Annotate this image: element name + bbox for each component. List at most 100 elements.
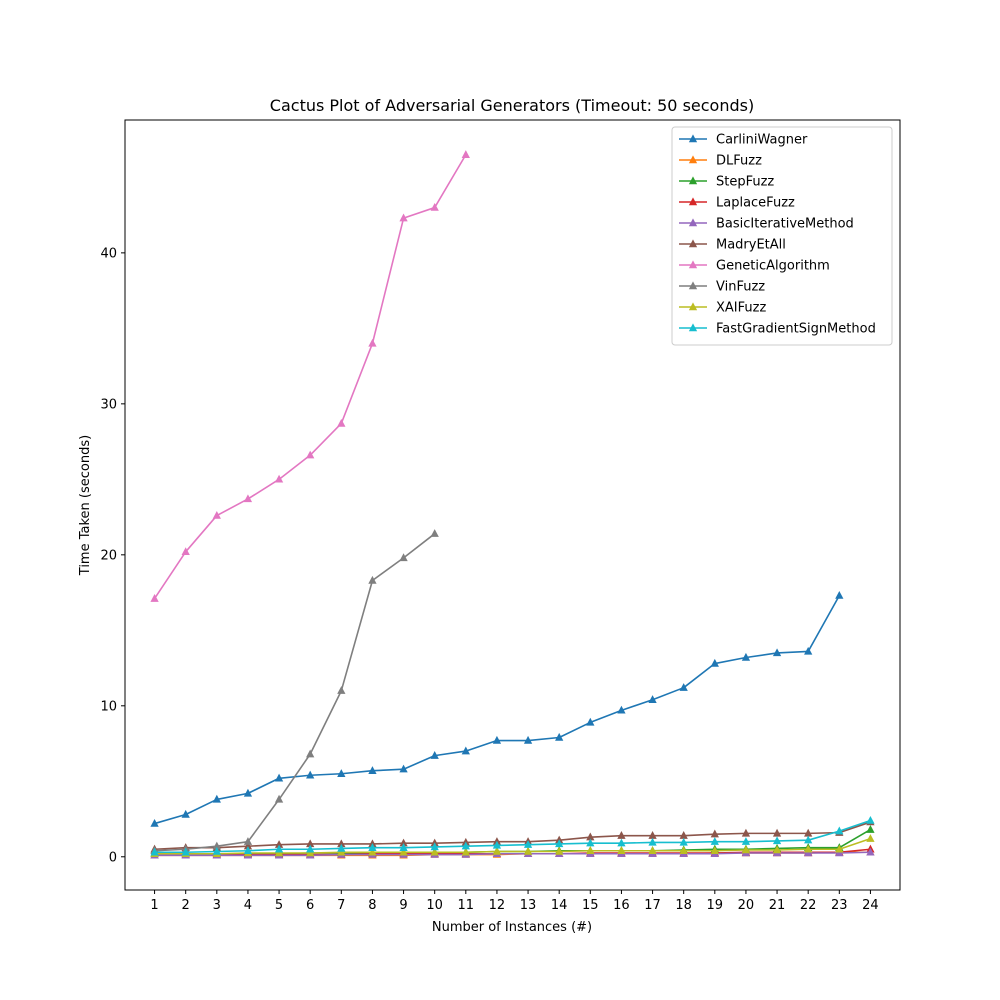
legend-item-basiciterativemethod: BasicIterativeMethod <box>679 217 854 232</box>
data-point-geneticalgorithm <box>243 494 253 503</box>
data-point-xaifuzz <box>492 846 502 855</box>
x-tick-label: 5 <box>275 898 283 913</box>
legend: CarliniWagner DLFuzz StepFuzz LaplaceFuzz Ba… <box>671 126 893 346</box>
legend-swatch-marker <box>688 134 698 143</box>
data-point-madryetall <box>306 839 315 848</box>
data-point-xaifuzz <box>679 846 688 854</box>
data-point-geneticalgorithm <box>461 150 470 158</box>
data-point-fastgradientsignmethod <box>710 837 719 845</box>
y-tick-label: 20 <box>100 548 117 563</box>
data-point-carliniwagner <box>337 769 346 777</box>
x-tick-label: 2 <box>182 898 190 913</box>
plot-frame <box>124 119 901 891</box>
data-point-madryetall <box>772 828 782 837</box>
legend-item-stepfuzz: StepFuzz <box>679 175 774 190</box>
series-line-fastgradientsignmethod <box>154 819 871 854</box>
x-tick-label: 3 <box>213 898 221 913</box>
legend-label: MadryEtAll <box>716 238 786 253</box>
data-point-xaifuzz <box>399 847 408 856</box>
data-point-geneticalgorithm <box>212 510 221 519</box>
data-point-vinfuzz <box>274 794 284 803</box>
x-tick-label: 19 <box>707 898 724 913</box>
x-tick-label: 10 <box>426 898 443 913</box>
x-tick-label: 14 <box>551 898 568 913</box>
data-point-madryetall <box>399 838 408 847</box>
data-point-carliniwagner <box>306 770 315 779</box>
data-point-madryetall <box>679 831 688 839</box>
legend-swatch-marker <box>688 302 698 311</box>
data-point-carliniwagner <box>181 809 190 818</box>
x-tick-label: 11 <box>458 898 475 913</box>
series-line-vinfuzz <box>154 533 436 852</box>
data-point-vinfuzz <box>399 553 408 562</box>
data-point-carliniwagner <box>243 788 253 797</box>
data-point-carliniwagner <box>648 695 657 703</box>
legend-box <box>671 126 893 346</box>
data-point-geneticalgorithm <box>337 418 346 427</box>
data-point-vinfuzz <box>212 841 221 850</box>
data-point-xaifuzz <box>461 847 470 856</box>
data-point-carliniwagner <box>212 794 221 803</box>
legend-item-fastgradientsignmethod: FastGradientSignMethod <box>679 322 876 337</box>
legend-swatch-marker <box>688 281 698 290</box>
data-point-geneticalgorithm <box>306 450 315 459</box>
data-point-fastgradientsignmethod <box>492 840 502 849</box>
series-madryetall <box>150 817 875 853</box>
data-point-madryetall <box>741 828 751 837</box>
legend-item-madryetall: MadryEtAll <box>679 238 786 253</box>
data-point-geneticalgorithm <box>274 474 284 483</box>
data-point-xaifuzz <box>555 846 564 855</box>
data-point-vinfuzz <box>337 686 346 694</box>
series-line-basiciterativemethod <box>154 851 871 857</box>
legend-swatch-marker <box>688 176 698 185</box>
series-geneticalgorithm <box>150 150 470 602</box>
legend-item-geneticalgorithm: GeneticAlgorithm <box>679 259 830 274</box>
legend-label: XAIFuzz <box>716 301 766 316</box>
data-point-vinfuzz <box>243 837 253 845</box>
legend-swatch-marker <box>688 260 698 269</box>
data-point-fastgradientsignmethod <box>274 844 284 853</box>
data-point-xaifuzz <box>804 844 813 853</box>
series-line-xaifuzz <box>154 837 871 855</box>
x-tick-label: 17 <box>644 898 661 913</box>
x-tick-label: 12 <box>489 898 506 913</box>
data-point-fastgradientsignmethod <box>866 815 875 824</box>
legend-item-carliniwagner: CarliniWagner <box>679 133 808 148</box>
y-axis-label: Time Taken (seconds) <box>78 435 93 576</box>
data-point-xaifuzz <box>772 845 782 854</box>
data-point-fastgradientsignmethod <box>243 846 253 854</box>
x-tick-label: 13 <box>520 898 537 913</box>
x-tick-label: 20 <box>738 898 755 913</box>
data-point-geneticalgorithm <box>150 594 159 602</box>
data-point-fastgradientsignmethod <box>555 839 564 848</box>
data-point-fastgradientsignmethod <box>212 846 221 855</box>
plot-lines <box>150 150 875 859</box>
data-point-carliniwagner <box>555 732 564 741</box>
series-carliniwagner <box>150 590 844 827</box>
y-axis-ticks: 0 10 20 30 40 <box>100 246 125 865</box>
data-point-fastgradientsignmethod <box>181 847 190 856</box>
data-point-fastgradientsignmethod <box>430 842 439 851</box>
x-tick-label: 9 <box>399 898 407 913</box>
legend-swatch-marker <box>688 155 698 164</box>
data-point-fastgradientsignmethod <box>617 838 626 847</box>
data-point-carliniwagner <box>679 683 688 691</box>
data-point-madryetall <box>243 841 253 850</box>
data-point-geneticalgorithm <box>399 213 408 222</box>
data-point-fastgradientsignmethod <box>337 843 346 852</box>
data-point-carliniwagner <box>430 751 439 759</box>
data-point-fastgradientsignmethod <box>586 838 595 847</box>
data-point-vinfuzz <box>368 575 377 584</box>
legend-label: LaplaceFuzz <box>716 196 795 211</box>
data-point-xaifuzz <box>368 847 377 856</box>
x-axis-ticks: 1 2 3 4 5 6 7 8 9 10 11 12 13 14 15 16 17 18 19 20 21 22 23 24 <box>150 890 879 913</box>
x-tick-label: 6 <box>306 898 314 913</box>
x-tick-label: 23 <box>831 898 848 913</box>
x-tick-label: 21 <box>769 898 786 913</box>
legend-label: CarliniWagner <box>716 133 808 148</box>
data-point-carliniwagner <box>804 646 813 655</box>
legend-swatch-marker <box>688 323 698 332</box>
data-point-madryetall <box>274 840 284 848</box>
legend-item-vinfuzz: VinFuzz <box>679 280 765 295</box>
